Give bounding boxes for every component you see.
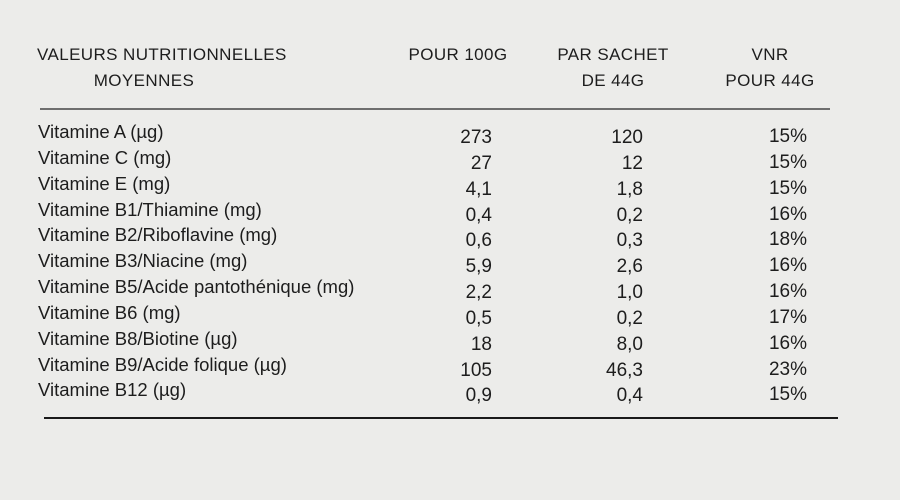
header-pour-100g: POUR 100G bbox=[408, 45, 508, 64]
cell-vnr: 15% bbox=[768, 126, 807, 147]
row-label: Vitamine B3/Niacine (mg) bbox=[38, 250, 248, 272]
cell-per-100g: 0,4 bbox=[465, 204, 492, 226]
cell-per-100g: 273 bbox=[460, 127, 492, 148]
cell-per-sachet: 0,2 bbox=[616, 204, 643, 226]
cell-per-sachet: 12 bbox=[621, 152, 643, 174]
cell-vnr: 15% bbox=[768, 384, 807, 406]
row-label: Vitamine B9/Acide folique (µg) bbox=[38, 353, 287, 375]
cell-vnr: 16% bbox=[768, 255, 807, 277]
column-per-100g: 273 27 4,1 0,4 0,6 5,9 2,2 0,5 18 105 0,… bbox=[460, 125, 492, 409]
bottom-divider bbox=[44, 417, 838, 419]
cell-per-sachet: 2,6 bbox=[616, 256, 643, 278]
cell-vnr: 15% bbox=[768, 151, 807, 173]
row-label: Vitamine B12 (µg) bbox=[38, 379, 187, 401]
cell-vnr: 16% bbox=[768, 203, 807, 225]
column-row-labels: Vitamine A (µg) Vitamine C (mg) Vitamine… bbox=[38, 119, 354, 403]
cell-per-sachet: 1,8 bbox=[616, 178, 643, 200]
cell-per-100g: 27 bbox=[470, 152, 492, 174]
cell-per-100g: 2,2 bbox=[465, 282, 492, 304]
row-label: Vitamine B5/Acide pantothénique (mg) bbox=[38, 276, 355, 298]
cell-vnr: 17% bbox=[768, 306, 807, 328]
cell-per-sachet: 46,3 bbox=[606, 359, 643, 381]
cell-per-sachet: 8,0 bbox=[616, 333, 643, 355]
cell-per-sachet: 0,4 bbox=[616, 385, 643, 407]
row-label: Vitamine E (mg) bbox=[38, 172, 171, 194]
cell-per-100g: 18 bbox=[470, 333, 492, 355]
header-vnr: VNR POUR 44G bbox=[670, 42, 870, 94]
cell-vnr: 16% bbox=[768, 332, 807, 354]
header-par-sachet-line1: PAR SACHET bbox=[557, 45, 669, 64]
row-label: Vitamine B2/Riboflavine (mg) bbox=[38, 224, 278, 246]
cell-per-100g: 0,6 bbox=[465, 230, 492, 252]
cell-per-100g: 5,9 bbox=[465, 256, 492, 278]
cell-per-100g: 105 bbox=[460, 359, 492, 381]
cell-per-100g: 0,5 bbox=[465, 307, 492, 329]
row-label: Vitamine A (µg) bbox=[38, 121, 164, 142]
cell-per-sachet: 0,3 bbox=[616, 230, 643, 252]
header-vnr-line1: VNR bbox=[751, 45, 789, 64]
cell-per-sachet: 1,0 bbox=[616, 282, 643, 304]
row-label: Vitamine C (mg) bbox=[38, 146, 172, 168]
header-par-sachet: PAR SACHET DE 44G bbox=[513, 42, 713, 94]
cell-vnr: 16% bbox=[768, 281, 807, 303]
column-per-sachet-44g: 120 12 1,8 0,2 0,3 2,6 1,0 0,2 8,0 46,3 … bbox=[606, 125, 643, 409]
header-vnr-line2: POUR 44G bbox=[725, 71, 815, 90]
top-divider bbox=[40, 108, 830, 110]
cell-vnr: 23% bbox=[768, 358, 807, 380]
column-vnr-44g: 15% 15% 15% 16% 18% 16% 16% 17% 16% 23% … bbox=[769, 124, 807, 408]
cell-per-100g: 4,1 bbox=[465, 178, 492, 200]
row-label: Vitamine B6 (mg) bbox=[38, 301, 181, 323]
cell-per-100g: 0,9 bbox=[465, 385, 492, 407]
header-valeurs-nutritionnelles-line2: MOYENNES bbox=[93, 71, 195, 90]
cell-vnr: 18% bbox=[768, 229, 807, 251]
cell-per-sachet: 120 bbox=[611, 127, 643, 148]
row-label: Vitamine B1/Thiamine (mg) bbox=[38, 198, 262, 220]
header-valeurs-nutritionnelles-line1: VALEURS NUTRITIONNELLES bbox=[37, 45, 287, 64]
cell-vnr: 15% bbox=[768, 177, 807, 199]
header-par-sachet-line2: DE 44G bbox=[581, 71, 645, 90]
cell-per-sachet: 0,2 bbox=[616, 307, 643, 329]
row-label: Vitamine B8/Biotine (µg) bbox=[38, 327, 238, 349]
